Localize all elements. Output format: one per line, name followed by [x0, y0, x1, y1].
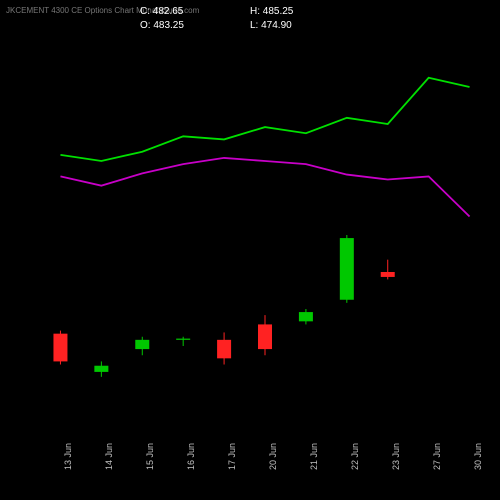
x-axis-label: 21 Jun [309, 443, 319, 470]
candle-body [94, 366, 108, 372]
x-axis-label: 22 Jun [350, 443, 360, 470]
close-value: 482.65 [153, 6, 184, 17]
x-axis-label: 27 Jun [432, 443, 442, 470]
ohlc-low: L: 474.90 [250, 20, 292, 31]
x-axis-label: 20 Jun [268, 443, 278, 470]
x-axis-label: 15 Jun [145, 443, 155, 470]
candle-body [299, 312, 313, 321]
high-value: 485.25 [263, 6, 294, 17]
x-axis-label: 30 Jun [473, 443, 483, 470]
ohlc-high: H: 485.25 [250, 6, 293, 17]
x-axis-label: 16 Jun [186, 443, 196, 470]
low-value: 474.90 [261, 20, 292, 31]
low-label: L: [250, 20, 258, 31]
options-chart: JKCEMENT 4300 CE Options Chart MunafaSut… [0, 0, 500, 500]
candle-body [217, 340, 231, 359]
candle-body [53, 334, 67, 362]
high-label: H: [250, 6, 260, 17]
close-label: C: [140, 6, 150, 17]
chart-svg [0, 0, 500, 500]
x-axis-label: 13 Jun [63, 443, 73, 470]
x-axis-label: 14 Jun [104, 443, 114, 470]
open-label: O: [140, 20, 151, 31]
x-axis-label: 17 Jun [227, 443, 237, 470]
candle-body [258, 324, 272, 349]
open-value: 483.25 [153, 20, 184, 31]
ohlc-open: O: 483.25 [140, 20, 184, 31]
candle-body [381, 272, 395, 277]
candle-body [135, 340, 149, 349]
candle-body [176, 339, 190, 340]
x-axis-label: 23 Jun [391, 443, 401, 470]
ohlc-close: C: 482.65 [140, 6, 183, 17]
candle-body [340, 238, 354, 300]
